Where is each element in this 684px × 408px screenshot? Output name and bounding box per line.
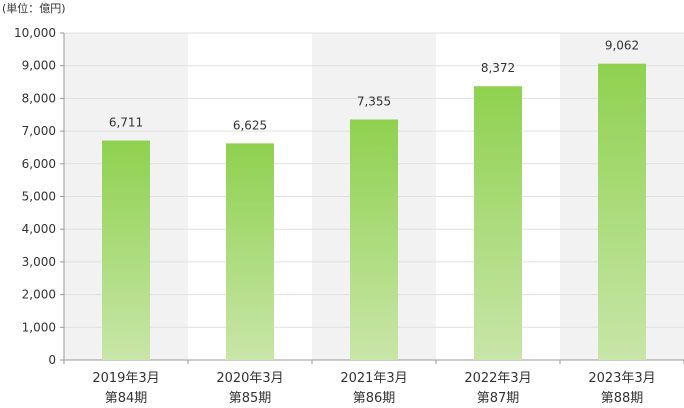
y-tick-label: 3,000 (22, 255, 56, 269)
y-tick-label: 1,000 (22, 320, 56, 334)
value-label: 6,711 (109, 116, 143, 130)
category-label-line2: 第88期 (601, 391, 644, 406)
value-label: 9,062 (605, 39, 639, 53)
value-label: 6,625 (233, 118, 267, 132)
bar (102, 140, 150, 360)
category-label-line2: 第84期 (105, 391, 148, 406)
y-tick-label: 7,000 (22, 124, 56, 138)
unit-label: (単位：億円) (2, 2, 66, 15)
labels: 0 1,000 2,000 3,000 4,000 5,000 6,000 7,000 8,00… (14, 26, 656, 406)
y-tick-label: 4,000 (22, 222, 56, 236)
y-tick-label: 0 (48, 353, 56, 367)
value-label: 7,355 (357, 94, 391, 108)
value-label: 8,372 (481, 61, 515, 75)
bars (102, 63, 646, 361)
y-tick-label: 5,000 (22, 190, 56, 204)
category-label-line2: 第87期 (477, 391, 520, 406)
bar (598, 63, 646, 360)
y-tick-label: 8,000 (22, 91, 56, 105)
category-label-line1: 2021年3月 (340, 371, 407, 386)
bar (226, 143, 274, 360)
y-tick-label: 6,000 (22, 157, 56, 171)
bar (474, 86, 522, 361)
y-tick-label: 2,000 (22, 288, 56, 302)
category-label-line2: 第86期 (353, 391, 396, 406)
category-label-line1: 2019年3月 (92, 371, 159, 386)
bar (350, 119, 398, 360)
category-label-line1: 2020年3月 (216, 371, 283, 386)
y-tick-label: 9,000 (22, 59, 56, 73)
category-label-line1: 2022年3月 (464, 371, 531, 386)
category-label-line1: 2023年3月 (588, 371, 655, 386)
category-label-line2: 第85期 (229, 391, 272, 406)
y-tick-label: 10,000 (14, 26, 56, 40)
